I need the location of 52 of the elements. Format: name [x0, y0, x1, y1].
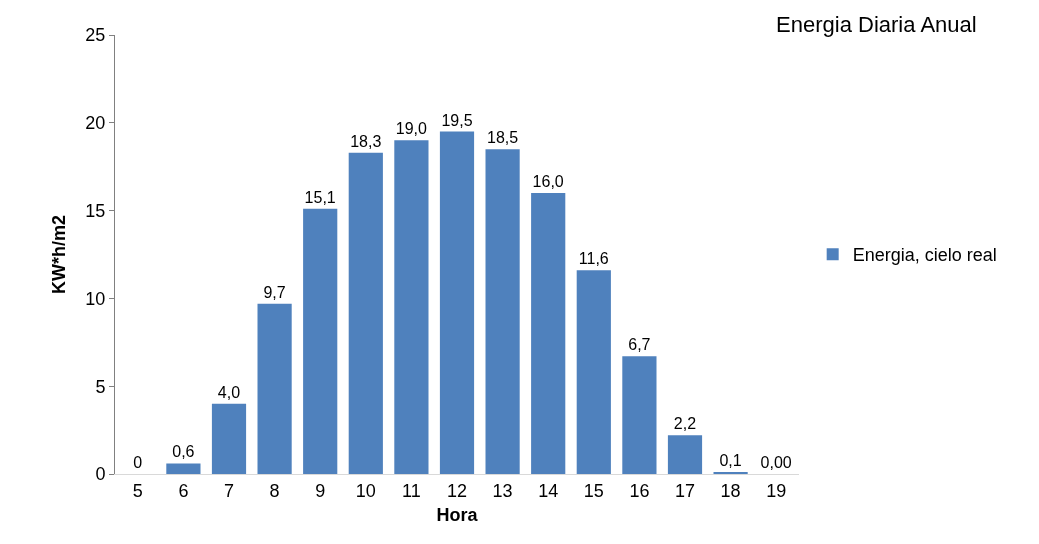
data-label: 0,1: [719, 452, 742, 469]
bar: [485, 149, 520, 474]
y-axis-title: KW*h/m2: [48, 214, 69, 295]
bar: [348, 152, 383, 474]
data-label: 0,6: [172, 443, 195, 461]
x-tick-label: 10: [355, 480, 376, 501]
bar: [576, 270, 611, 474]
data-label: 6,7: [628, 336, 651, 354]
x-tick-label: 14: [538, 480, 559, 501]
y-tick-label: 10: [85, 288, 106, 309]
x-tick-label: 12: [446, 480, 468, 501]
x-tick-label: 18: [720, 480, 741, 501]
y-tick-label: 20: [85, 113, 106, 134]
bar: [166, 463, 201, 474]
x-tick-label: 19: [766, 480, 787, 501]
data-label: 19,0: [395, 120, 428, 138]
data-label: 15,1: [304, 188, 336, 206]
x-tick-label: 11: [402, 480, 421, 501]
data-label: 0,00: [760, 454, 792, 471]
y-tick-label: 0: [95, 464, 106, 485]
x-tick-label: 8: [269, 480, 280, 501]
bar: [257, 303, 292, 474]
y-tick-label: 5: [95, 376, 106, 397]
data-label: 19,5: [441, 111, 473, 129]
bar: [211, 403, 247, 474]
bar: [667, 435, 703, 474]
bar: [531, 193, 566, 474]
x-tick-label: 16: [629, 480, 650, 501]
data-label: 16,0: [532, 173, 564, 191]
data-label: 9,7: [263, 283, 286, 301]
data-label: 18,5: [486, 129, 519, 147]
x-tick-label: 9: [315, 480, 326, 501]
bar: [394, 140, 429, 474]
x-tick-label: 13: [492, 480, 513, 501]
data-label: 2,2: [673, 415, 697, 433]
x-tick-label: 17: [674, 480, 696, 501]
x-tick-label: 5: [132, 480, 143, 501]
data-label: 0: [133, 454, 143, 471]
bar: [622, 356, 657, 474]
y-tick-label: 15: [85, 200, 106, 221]
x-tick-label: 7: [223, 480, 235, 501]
data-label: 18,3: [350, 132, 382, 150]
y-tick-label: 25: [85, 25, 106, 46]
x-tick-label: 15: [583, 480, 604, 501]
x-axis-title: Hora: [436, 504, 479, 525]
bar: [439, 131, 475, 474]
x-tick-label: 6: [178, 480, 189, 501]
bar: [303, 208, 338, 474]
data-label: 11,6: [578, 250, 609, 268]
data-label: 4,0: [217, 383, 241, 401]
legend-label: Energia, cielo real: [852, 245, 997, 266]
text: Energia Diaria Anual: [776, 11, 977, 37]
